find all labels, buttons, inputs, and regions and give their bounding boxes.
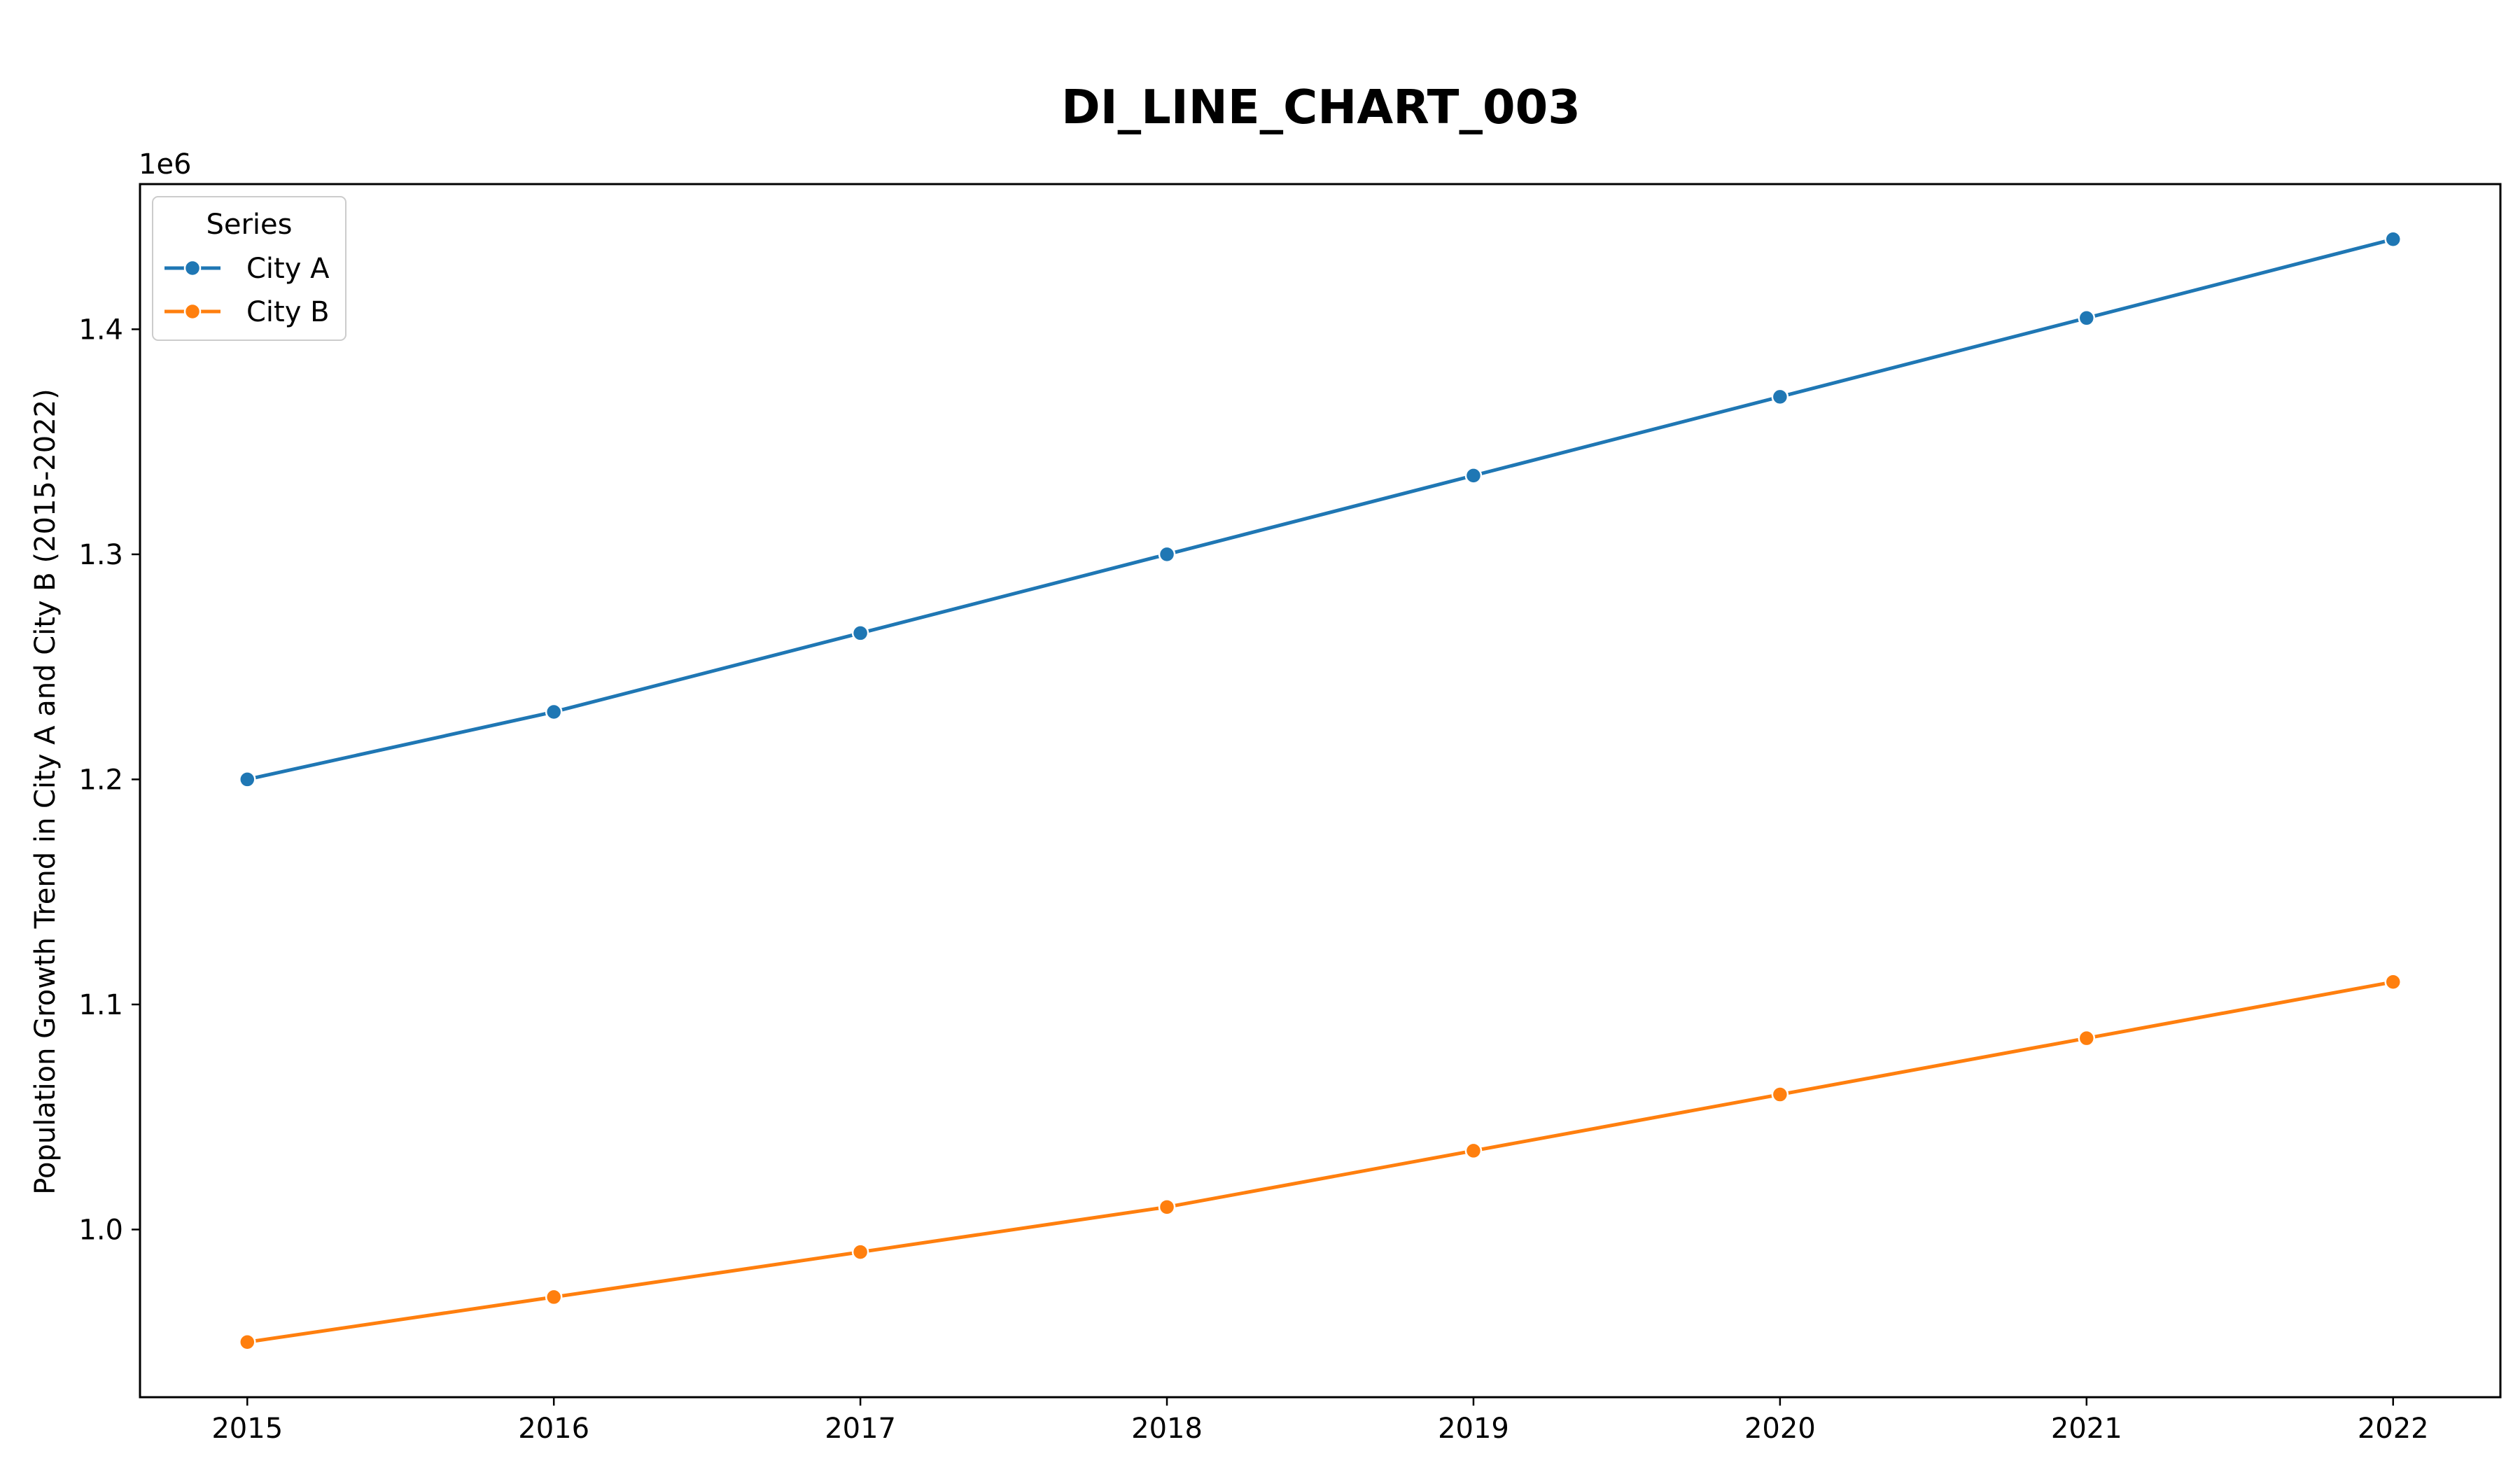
data-point (239, 771, 256, 788)
series-line (245, 980, 2395, 1344)
data-point (1771, 1086, 1789, 1103)
x-tick-label: 2018 (1131, 1413, 1203, 1445)
x-tick-label: 2015 (211, 1413, 283, 1445)
legend-title: Series (206, 209, 292, 241)
plot-frame (139, 183, 2502, 1399)
y-tick-label: 1.2 (78, 764, 123, 796)
legend: Series City A City B (152, 196, 346, 341)
legend-label: City A (246, 253, 330, 285)
x-tick-label: 2016 (518, 1413, 589, 1445)
legend-marker (183, 259, 202, 277)
series-city-b (239, 973, 2402, 1351)
y-tick-label: 1.0 (78, 1214, 123, 1246)
legend-label: City B (246, 296, 330, 328)
data-point (2078, 309, 2096, 327)
axis-ticks: 2015 2016 2017 2018 2019 2020 2021 2022 1.0 1.1 1.… (78, 314, 2428, 1445)
data-point (1464, 1142, 1483, 1160)
y-axis-label: Population Growth Trend in City A and Ci… (29, 388, 62, 1194)
data-point (2078, 1029, 2096, 1047)
data-point (1771, 388, 1789, 406)
series-line (245, 237, 2395, 781)
y-tick-label: 1.4 (78, 314, 123, 346)
legend-marker (183, 302, 202, 321)
data-point (545, 703, 563, 721)
x-tick-label: 2017 (825, 1413, 896, 1445)
data-point (2384, 230, 2402, 248)
x-tick-label: 2022 (2358, 1413, 2429, 1445)
y-axis-offset-label: 1e6 (139, 148, 192, 181)
data-point (851, 1243, 869, 1261)
y-tick-label: 1.3 (78, 539, 123, 571)
x-tick-label: 2021 (2051, 1413, 2122, 1445)
series-lines (239, 230, 2402, 1351)
x-tick-label: 2020 (1744, 1413, 1816, 1445)
data-point (851, 624, 869, 642)
data-point (1158, 1198, 1176, 1216)
data-point (1158, 545, 1176, 564)
legend-box (152, 196, 346, 341)
series-city-a (239, 230, 2402, 788)
data-point (239, 1333, 256, 1351)
data-point (2384, 973, 2402, 991)
chart-title: DI_LINE_CHART_003 (1061, 80, 1581, 134)
data-point (1464, 467, 1483, 484)
x-tick-label: 2019 (1438, 1413, 1509, 1445)
data-point (545, 1288, 563, 1306)
y-tick-label: 1.1 (78, 989, 123, 1021)
